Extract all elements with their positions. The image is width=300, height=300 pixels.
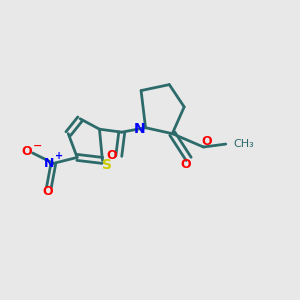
Text: O: O xyxy=(21,145,32,158)
Text: S: S xyxy=(102,158,112,172)
Text: +: + xyxy=(55,151,63,161)
Text: O: O xyxy=(106,149,117,162)
Text: CH₃: CH₃ xyxy=(233,139,254,149)
Text: N: N xyxy=(134,122,146,136)
Text: N: N xyxy=(44,157,54,170)
Text: O: O xyxy=(201,135,212,148)
Text: O: O xyxy=(180,158,191,171)
Text: O: O xyxy=(42,185,53,198)
Text: −: − xyxy=(32,140,42,151)
